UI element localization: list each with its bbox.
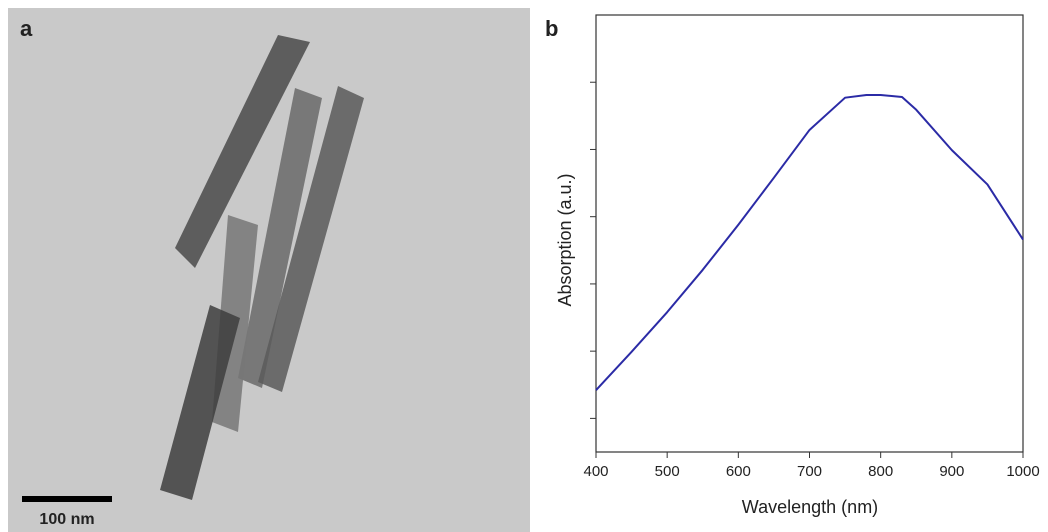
- x-axis-title: Wavelength (nm): [742, 497, 878, 517]
- tem-image: a 100 nm: [8, 8, 530, 532]
- data-line: [595, 94, 1024, 391]
- plot-frame: [595, 14, 1024, 453]
- x-tick-label: 900: [939, 463, 964, 480]
- x-tick-label: 600: [726, 463, 751, 480]
- rod: [238, 88, 322, 388]
- panel-label: a: [20, 16, 33, 41]
- x-tick-label: 700: [797, 463, 822, 480]
- rod: [175, 35, 310, 268]
- x-tick-label: 400: [583, 463, 608, 480]
- rod: [160, 305, 240, 500]
- scale-bar-label: 100 nm: [39, 511, 94, 528]
- rod: [258, 86, 364, 392]
- x-tick-label: 800: [868, 463, 893, 480]
- x-tick-label: 500: [655, 463, 680, 480]
- scale-bar: [22, 496, 112, 502]
- x-tick-label: 1000: [1006, 463, 1039, 480]
- panel-label: b: [545, 16, 558, 41]
- y-axis-title: Absorption (a.u.): [555, 173, 575, 306]
